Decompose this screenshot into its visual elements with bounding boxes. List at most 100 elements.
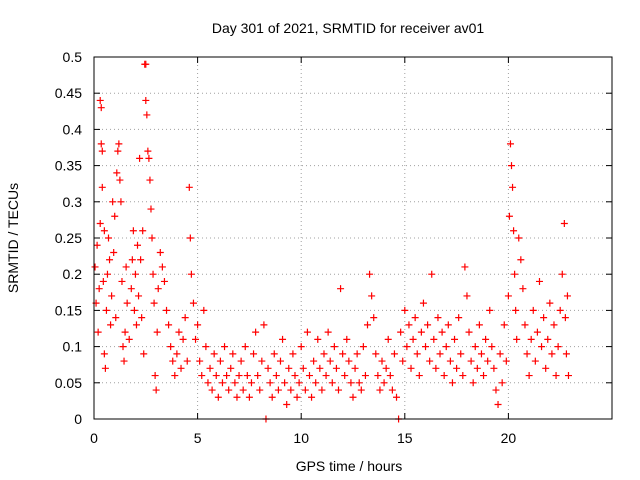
data-point: [475, 321, 483, 329]
data-point: [216, 357, 224, 365]
data-point: [463, 292, 471, 300]
data-point: [384, 335, 392, 343]
data-point: [544, 335, 552, 343]
data-point: [490, 364, 498, 372]
data-point: [281, 379, 289, 387]
data-point: [132, 321, 140, 329]
data-point: [376, 386, 384, 394]
data-point: [525, 372, 533, 380]
data-point: [160, 277, 168, 285]
data-point: [378, 357, 386, 365]
data-point: [231, 379, 239, 387]
data-point: [405, 321, 413, 329]
data-point: [459, 372, 467, 380]
data-point: [179, 335, 187, 343]
data-point: [357, 386, 365, 394]
data-point: [372, 350, 380, 358]
data-point: [127, 285, 135, 293]
data-point: [151, 372, 159, 380]
data-point: [256, 386, 264, 394]
data-point: [114, 147, 122, 155]
y-tick-label: 0.05: [55, 375, 82, 391]
data-point: [535, 277, 543, 285]
data-point: [438, 328, 446, 336]
data-point: [96, 220, 104, 228]
data-point: [552, 372, 560, 380]
data-point: [417, 328, 425, 336]
data-point: [109, 198, 117, 206]
y-tick-label: 0.4: [63, 121, 83, 137]
data-point: [498, 379, 506, 387]
data-point: [322, 372, 330, 380]
data-point: [380, 379, 388, 387]
data-point: [301, 386, 309, 394]
data-point: [334, 386, 342, 394]
data-point: [428, 270, 436, 278]
data-point: [183, 357, 191, 365]
data-point: [364, 321, 372, 329]
data-point: [189, 299, 197, 307]
data-point: [494, 401, 502, 409]
data-point: [388, 386, 396, 394]
data-point: [353, 350, 361, 358]
data-point: [165, 321, 173, 329]
data-point: [370, 314, 378, 322]
data-point: [424, 321, 432, 329]
data-point: [250, 350, 258, 358]
data-point: [556, 306, 564, 314]
data-point: [233, 393, 241, 401]
data-point: [455, 314, 463, 322]
data-point: [422, 343, 430, 351]
data-point: [128, 256, 136, 264]
y-tick-labels: 0 0.05 0.1 0.15 0.2 0.25 0.3 0.35 0.4 0.45 0.5: [55, 49, 82, 427]
data-point: [519, 285, 527, 293]
data-point: [343, 335, 351, 343]
data-point: [305, 372, 313, 380]
data-point: [297, 343, 305, 351]
data-point: [531, 357, 539, 365]
data-point: [192, 335, 200, 343]
data-point: [167, 343, 175, 351]
data-point: [504, 292, 512, 300]
data-point: [509, 183, 517, 191]
data-point: [419, 299, 427, 307]
data-point: [101, 364, 109, 372]
data-point: [546, 299, 554, 307]
data-point: [137, 256, 145, 264]
data-point: [326, 357, 334, 365]
data-point: [349, 393, 357, 401]
data-point: [283, 401, 291, 409]
data-point: [512, 306, 520, 314]
data-point: [320, 350, 328, 358]
data-point: [465, 328, 473, 336]
data-point: [146, 176, 154, 184]
data-point: [303, 328, 311, 336]
data-point: [142, 96, 150, 104]
data-point: [382, 364, 390, 372]
x-tick-label: 20: [501, 430, 517, 446]
data-point: [279, 335, 287, 343]
data-point: [561, 314, 569, 322]
data-point: [276, 357, 284, 365]
data-point: [140, 350, 148, 358]
data-point: [430, 335, 438, 343]
y-tick-label: 0: [74, 411, 82, 427]
data-point: [295, 379, 303, 387]
data-point: [299, 364, 307, 372]
data-point: [150, 299, 158, 307]
data-point: [270, 350, 278, 358]
data-point: [102, 306, 110, 314]
data-point: [477, 350, 485, 358]
data-point: [145, 154, 153, 162]
data-point: [440, 372, 448, 380]
data-point: [451, 335, 459, 343]
data-point: [533, 328, 541, 336]
data-point: [153, 328, 161, 336]
data-point: [523, 350, 531, 358]
data-point: [106, 256, 114, 264]
data-point: [152, 386, 160, 394]
data-point: [204, 379, 212, 387]
data-point: [260, 321, 268, 329]
data-point: [115, 140, 123, 148]
